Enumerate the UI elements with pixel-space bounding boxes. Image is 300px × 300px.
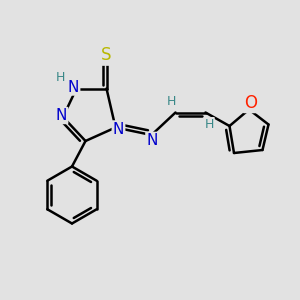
Text: N: N xyxy=(113,122,124,136)
Text: H: H xyxy=(204,118,214,131)
Text: N: N xyxy=(146,133,158,148)
Text: H: H xyxy=(56,70,66,84)
Text: N: N xyxy=(68,80,79,94)
Text: H: H xyxy=(167,94,177,108)
Text: O: O xyxy=(244,94,257,112)
Text: N: N xyxy=(56,108,67,123)
Text: S: S xyxy=(101,46,112,64)
